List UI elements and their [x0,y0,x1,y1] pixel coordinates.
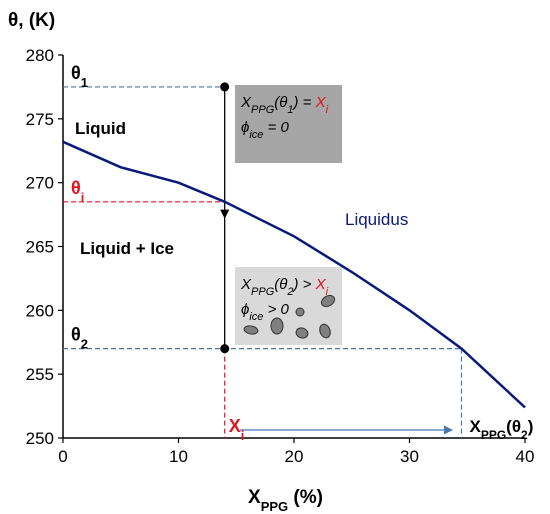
text-part: ) [528,417,534,436]
x-i-label: Xi [229,416,245,443]
y-axis-title: θ, (K) [8,10,55,31]
text-part: X [240,276,252,293]
x-final-label: XPPG(θ2) [469,417,533,442]
x-axis-title: XPPG (%) [248,487,323,514]
text-part: θ [71,63,81,83]
text-part: ice [249,129,263,141]
level-label: θ2 [71,325,88,352]
text-part: X [240,94,252,111]
text-part: X [315,94,327,111]
text-part: θ [71,178,81,198]
level-label: θ1 [71,63,88,90]
box-text: XPPG(θ2) > Xi [240,276,329,298]
y-tick-label: 255 [26,365,54,384]
x-tick-label: 40 [516,447,535,466]
text-part: ) = [292,94,316,111]
ice-particle [320,294,336,308]
text-part: PPG [251,104,275,116]
end-dot [220,344,230,354]
info-box [235,85,342,163]
ice-particle [270,317,284,335]
liquidus-line [62,140,526,409]
ice-particle [319,323,331,339]
text-part: PPG [251,286,275,298]
text-part: θ [71,325,81,345]
text-part: (θ [274,94,287,111]
y-tick-label: 265 [26,238,54,257]
text-part: 2 [81,336,88,351]
text-part: 2 [286,286,293,298]
x-tick-label: 10 [169,447,188,466]
text-part: i [326,104,329,116]
x-tick-label: 0 [58,447,67,466]
text-part: = 0 [263,119,289,136]
start-dot [220,82,230,92]
text-part: PPG [481,428,506,442]
text-part: i [241,428,245,443]
box-text: ϕice > 0 [241,301,290,323]
y-tick-label: 270 [26,174,54,193]
region-label: Liquid + Ice [80,239,174,258]
text-part: (%) [288,487,323,508]
text-part: (θ [506,417,521,436]
x-tick-label: 30 [400,447,419,466]
text-part: ) > [292,276,316,293]
level-label: θi [71,178,84,205]
ice-particle [243,325,259,335]
text-part: X [315,276,327,293]
ice-particle [295,327,309,339]
x-tick-label: 20 [285,447,304,466]
region-label: Liquid [75,119,126,138]
text-part: 1 [81,74,88,89]
text-part: > 0 [263,301,289,318]
text-part: X [248,487,261,508]
y-tick-label: 260 [26,301,54,320]
text-part: ϕ [241,301,249,318]
text-part: (θ [274,276,287,293]
text-part: X [469,417,481,436]
text-part: X [229,416,241,436]
text-part: ϕ [241,119,249,136]
ice-particle [295,307,305,317]
y-tick-label: 275 [26,110,54,129]
text-part: 1 [287,104,293,116]
text-part: PPG [261,499,288,514]
box-text: ϕice = 0 [241,119,290,141]
box-text: XPPG(θ1) = Xi [240,94,329,116]
y-tick-label: 280 [26,46,54,65]
y-tick-label: 250 [26,429,54,448]
text-part: i [81,189,85,204]
series-label: Liquidus [345,210,408,229]
text-part: i [326,286,329,298]
text-part: 2 [521,428,528,442]
text-part: ice [249,311,263,323]
